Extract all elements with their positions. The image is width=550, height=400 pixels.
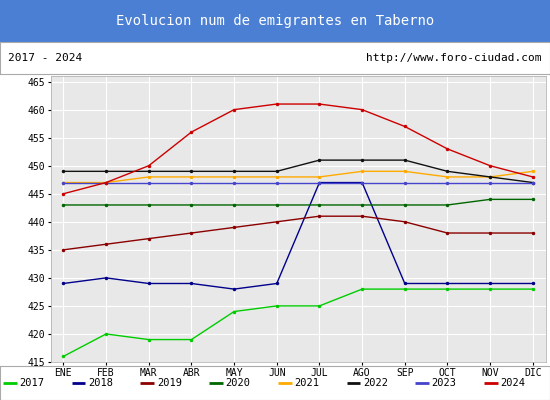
Text: Evolucion num de emigrantes en Taberno: Evolucion num de emigrantes en Taberno	[116, 14, 434, 28]
Text: 2024: 2024	[500, 378, 525, 388]
Text: http://www.foro-ciudad.com: http://www.foro-ciudad.com	[366, 53, 542, 63]
Text: 2023: 2023	[432, 378, 456, 388]
Text: 2022: 2022	[363, 378, 388, 388]
Text: 2018: 2018	[88, 378, 113, 388]
Text: 2021: 2021	[294, 378, 319, 388]
Text: 2017: 2017	[19, 378, 44, 388]
Text: 2017 - 2024: 2017 - 2024	[8, 53, 82, 63]
Text: 2019: 2019	[157, 378, 182, 388]
Text: 2020: 2020	[226, 378, 250, 388]
